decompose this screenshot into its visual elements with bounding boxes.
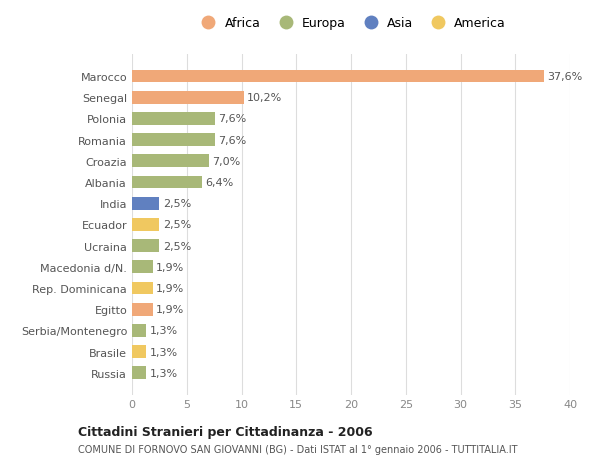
Bar (132, 303, 153, 316)
Bar (132, 240, 160, 252)
Bar (132, 176, 202, 189)
Text: 1,3%: 1,3% (149, 368, 178, 378)
Bar (132, 367, 146, 379)
Text: 1,9%: 1,9% (156, 304, 184, 314)
Text: 1,9%: 1,9% (156, 262, 184, 272)
Text: 2,5%: 2,5% (163, 199, 191, 209)
Bar (132, 325, 146, 337)
Text: 7,6%: 7,6% (218, 135, 247, 146)
Text: 10,2%: 10,2% (247, 93, 282, 103)
Bar (132, 113, 215, 125)
Bar (132, 261, 153, 274)
Text: 6,4%: 6,4% (205, 178, 233, 188)
Text: 1,3%: 1,3% (149, 326, 178, 336)
Text: 7,6%: 7,6% (218, 114, 247, 124)
Bar (132, 218, 160, 231)
Text: 2,5%: 2,5% (163, 220, 191, 230)
Bar (132, 282, 153, 295)
Bar (132, 71, 544, 83)
Bar (132, 92, 244, 104)
Text: COMUNE DI FORNOVO SAN GIOVANNI (BG) - Dati ISTAT al 1° gennaio 2006 - TUTTITALIA: COMUNE DI FORNOVO SAN GIOVANNI (BG) - Da… (78, 444, 517, 454)
Bar (132, 346, 146, 358)
Text: 1,9%: 1,9% (156, 283, 184, 293)
Text: Cittadini Stranieri per Cittadinanza - 2006: Cittadini Stranieri per Cittadinanza - 2… (78, 425, 373, 438)
Text: 7,0%: 7,0% (212, 157, 240, 167)
Text: 2,5%: 2,5% (163, 241, 191, 251)
Legend: Africa, Europa, Asia, America: Africa, Europa, Asia, America (196, 17, 506, 30)
Bar (132, 197, 160, 210)
Bar (132, 134, 215, 147)
Text: 1,3%: 1,3% (149, 347, 178, 357)
Bar (132, 155, 209, 168)
Text: 37,6%: 37,6% (547, 72, 582, 82)
